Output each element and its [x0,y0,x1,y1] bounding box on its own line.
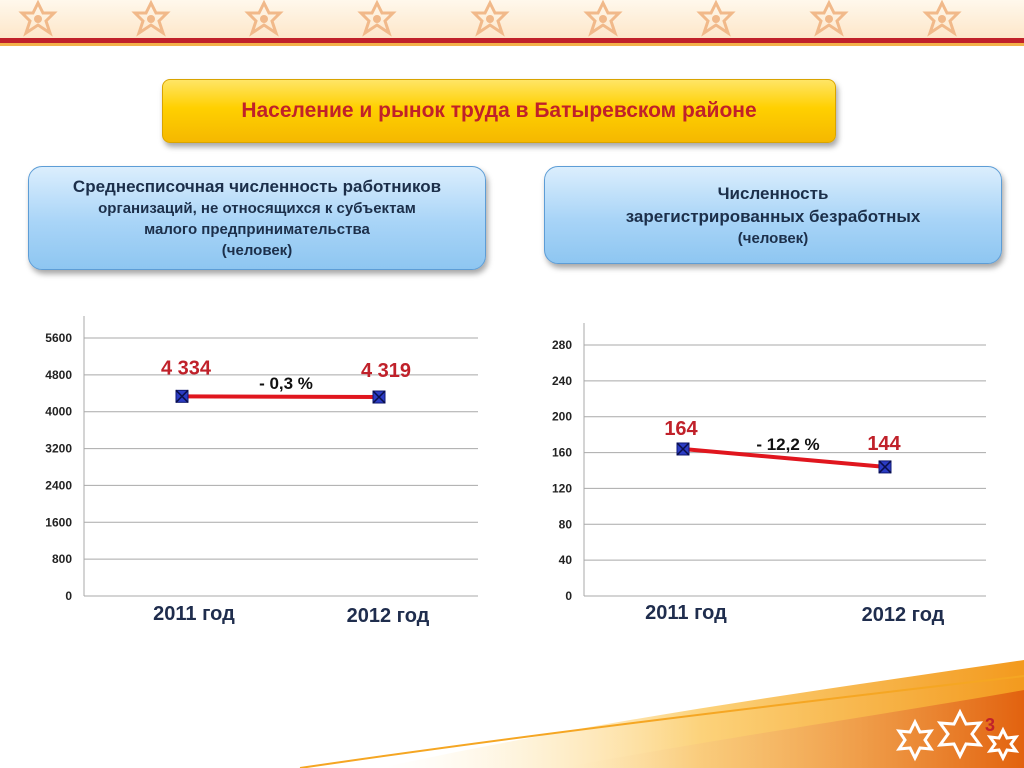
page-number: 3 [985,715,996,735]
change-label: - 0,3 % [259,374,313,393]
caption-left-line3: малого предпринимательства [144,221,370,238]
y-tick-label: 80 [559,517,573,531]
caption-left-line1: Среднесписочная численность работников [72,177,442,196]
y-tick-label: 800 [52,552,72,566]
data-point-cross [878,460,892,474]
y-tick-label: 0 [65,589,72,603]
caption-right: Численность зарегистрированных безработн… [544,166,1002,264]
series-line [181,394,380,400]
ornament-band [0,0,1024,46]
x-category-label: 2012 год [347,605,430,627]
data-label: 4 334 [161,357,212,379]
y-tick-label: 200 [552,410,572,424]
y-tick-label: 120 [552,481,572,495]
series-line [682,446,886,469]
data-label: 144 [867,433,901,455]
slide-title: Население и рынок труда в Батыревском ра… [162,79,836,143]
caption-right-line2: зарегистрированных безработных [625,206,921,226]
y-tick-label: 160 [552,446,572,460]
y-tick-label: 1600 [45,515,72,529]
caption-right-line1: Численность [717,183,829,203]
data-point-cross [676,442,690,456]
caption-left-line4: (человек) [221,242,293,259]
caption-right-line3: (человек) [737,229,809,247]
change-label: - 12,2 % [756,435,819,454]
y-tick-label: 4800 [45,368,72,382]
y-tick-label: 3200 [45,442,72,456]
chart-employees: 0 800 1600 2400 3200 4000 4800 5600 4 334 4 319 - … [45,316,478,627]
y-tick-label: 240 [552,374,572,388]
y-tick-label: 5600 [45,331,72,345]
data-label: 164 [664,418,698,440]
data-point-cross [372,390,386,404]
x-category-label: 2011 год [153,603,235,625]
y-tick-label: 4000 [45,405,72,419]
data-label: 4 319 [361,360,411,382]
star-ornament-icon [936,708,984,760]
y-tick-label: 2400 [45,478,72,492]
data-point-cross [175,389,189,403]
y-tick-label: 280 [552,338,572,352]
caption-left-line2: организаций, не относящихся к субъектам [98,200,416,217]
chart-unemployed: 0 40 80 120 160 200 240 280 164 144 - 12,2 % 2011 г… [552,323,986,626]
caption-left: Среднесписочная численность работников о… [28,166,486,270]
y-tick-label: 40 [559,553,573,567]
star-ornament-icon [896,718,934,762]
y-tick-label: 0 [565,589,572,603]
x-category-label: 2012 год [862,604,945,626]
x-category-label: 2011 год [645,602,727,624]
